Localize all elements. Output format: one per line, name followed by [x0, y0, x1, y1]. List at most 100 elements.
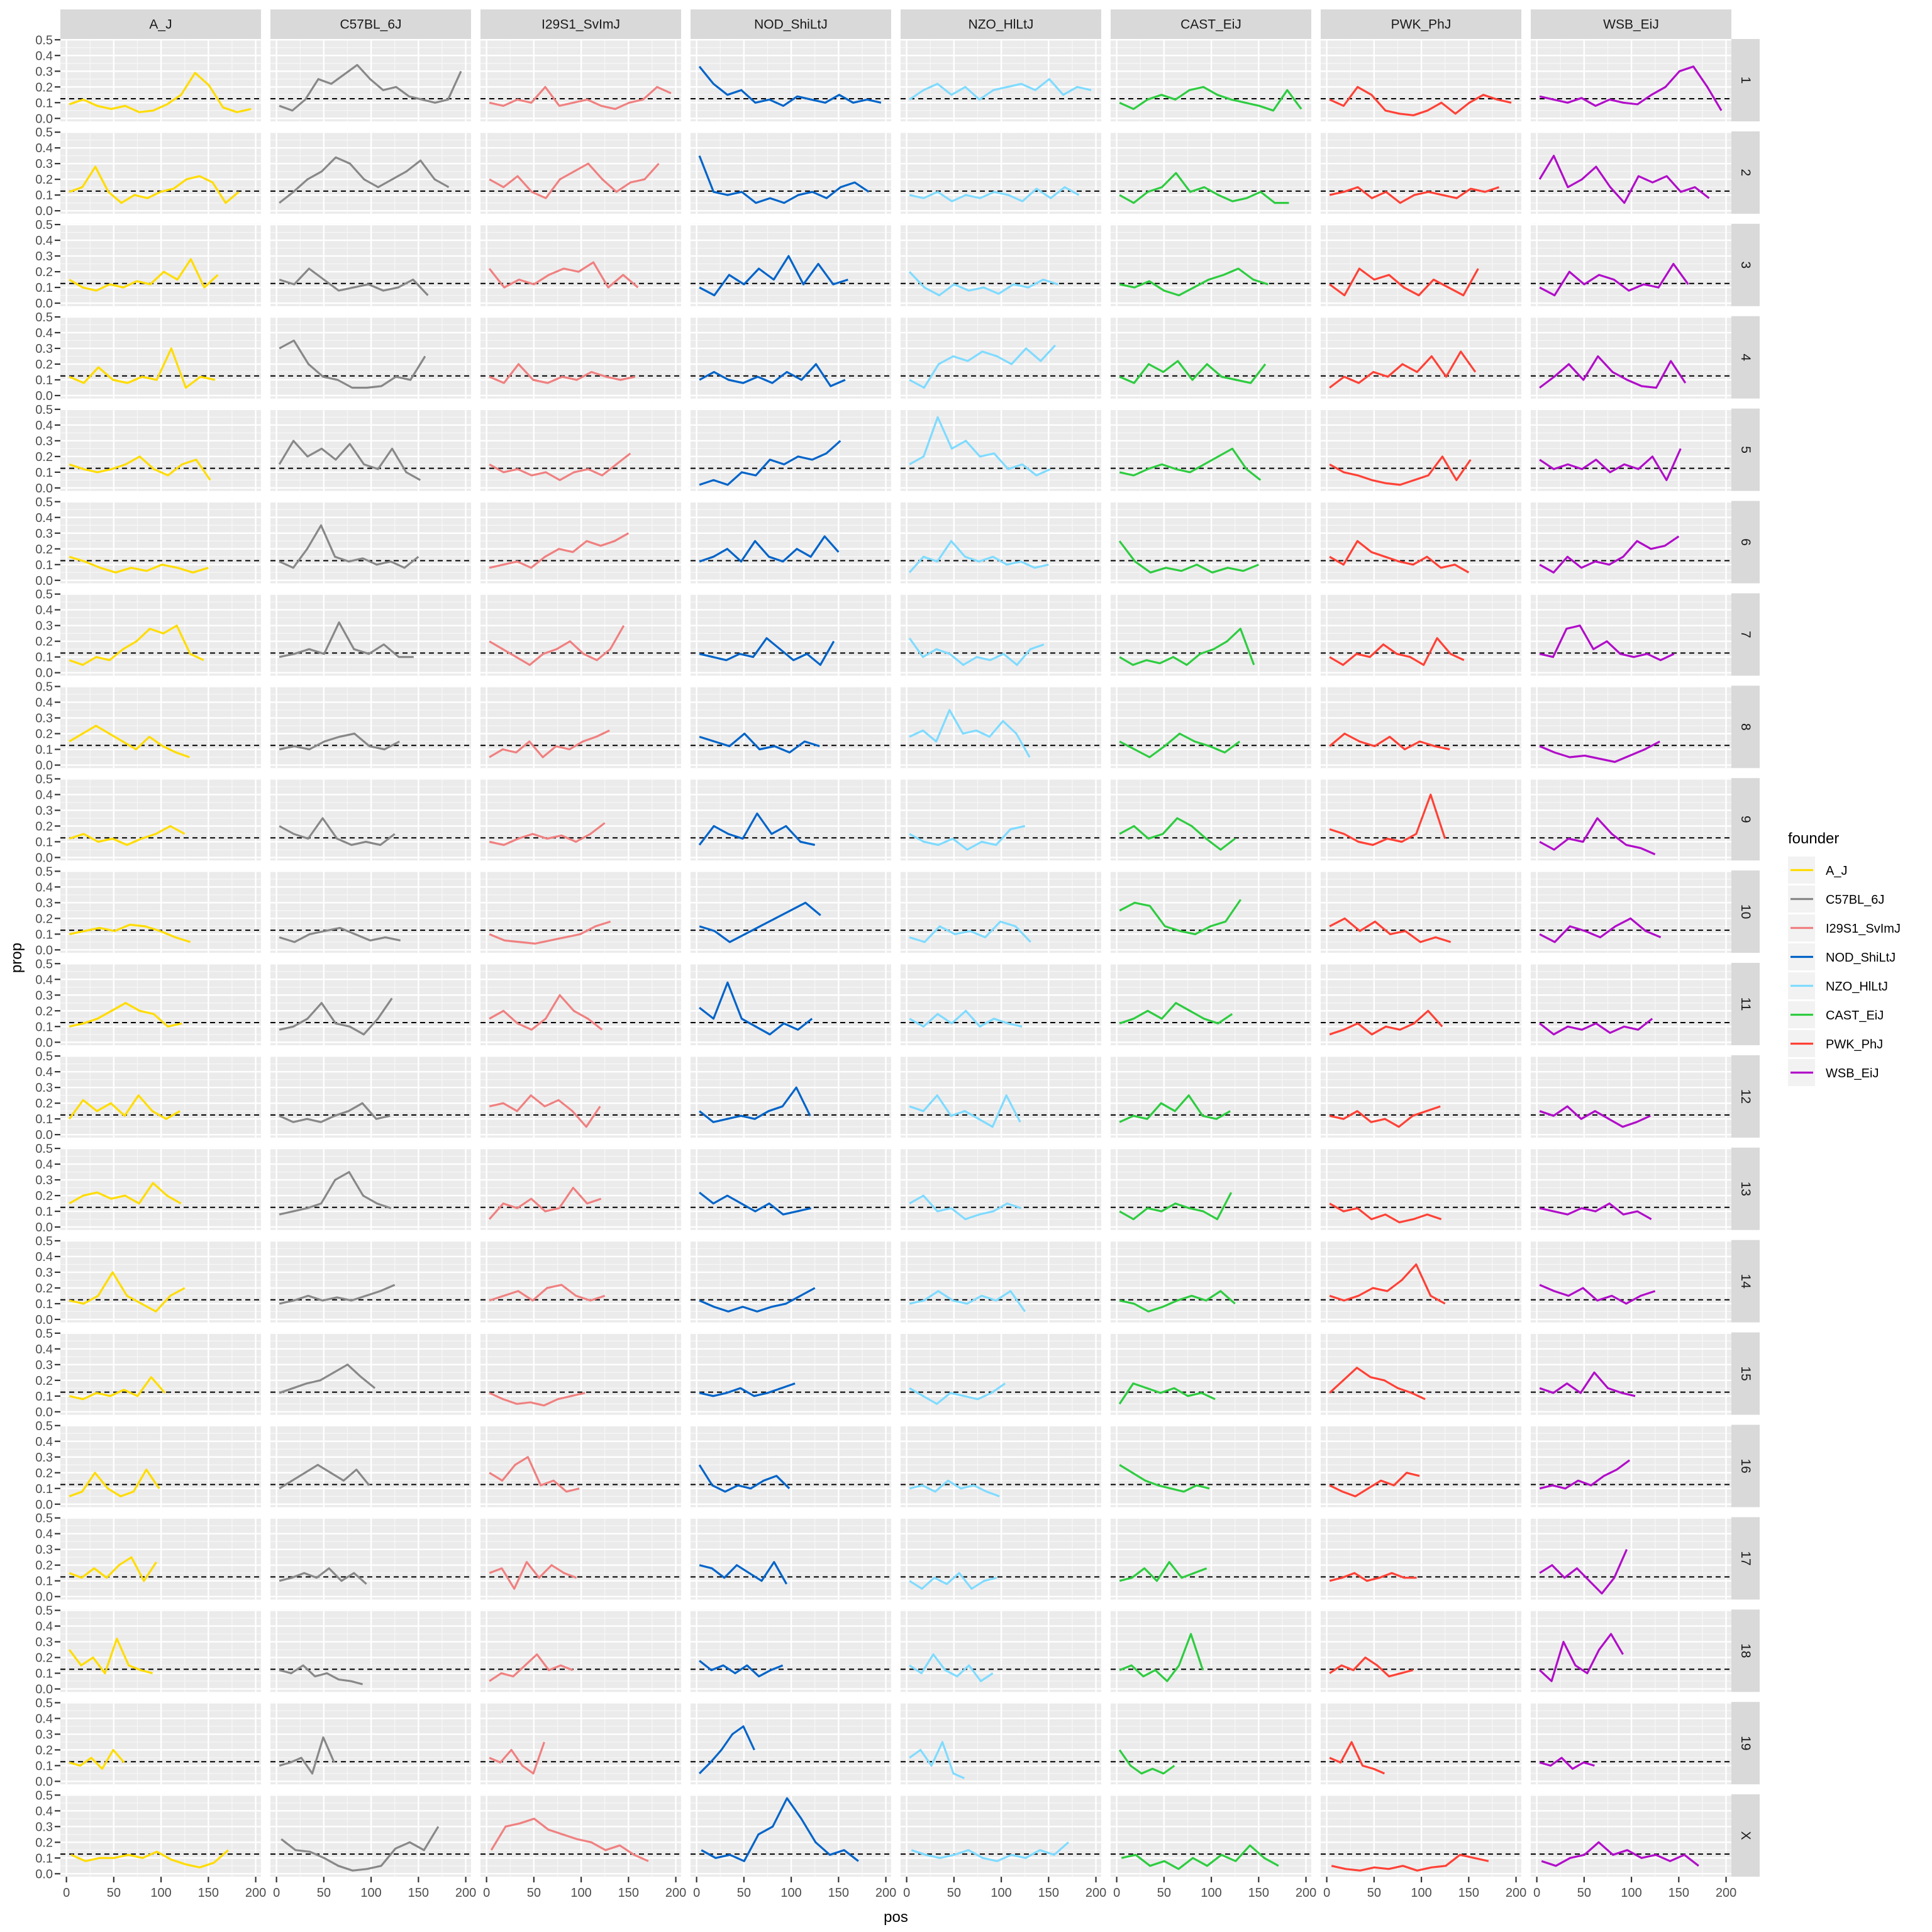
x-tick-label: 50: [947, 1886, 961, 1900]
y-tick-label: 0.0: [35, 482, 53, 496]
x-tick-label: 200: [455, 1886, 476, 1900]
panel-PWK_PhJ-chr-3: [1321, 223, 1521, 306]
x-tick-label: 150: [198, 1886, 219, 1900]
series-line-CAST_EiJ: [1119, 1290, 1236, 1313]
x-tick-label: 100: [150, 1886, 171, 1900]
strip-background: [1731, 1147, 1760, 1230]
y-tick-label: 0.4: [35, 1620, 53, 1634]
strip-background: [1731, 1517, 1760, 1600]
series-line-I29S1_SvImJ: [489, 822, 606, 847]
series-line-CAST_EiJ: [1119, 817, 1236, 851]
y-tick-label: 0.2: [35, 1559, 53, 1573]
panel-NZO_HlLtJ-chr-3: [901, 223, 1101, 306]
strip-C57BL_6J: C57BL_6J: [270, 9, 471, 39]
strip-chr-11: 11: [1731, 963, 1760, 1045]
panel-CAST_EiJ-chr-8: [1111, 686, 1311, 769]
y-tick-label: 0.5: [35, 1327, 53, 1341]
x-tick-label: 0: [1323, 1886, 1330, 1900]
series-line-C57BL_6J: [279, 156, 450, 204]
strip-background: [1731, 223, 1760, 306]
y-axis-chr-14: 0.0 0.10.2 0.3 0.4 0.5: [35, 1235, 60, 1327]
strip-chr-17: 17: [1731, 1517, 1760, 1600]
panel-PWK_PhJ-chr-14: [1321, 1240, 1521, 1323]
strip-label: 6: [1738, 538, 1753, 546]
panel-PWK_PhJ-chr-8: [1321, 686, 1521, 769]
x-tick-label: 100: [780, 1886, 801, 1900]
strip-chr-19: 19: [1731, 1702, 1760, 1785]
y-tick-label: 0.3: [35, 157, 53, 171]
panel-A_J-chr-8: [60, 686, 261, 769]
y-tick-label: 0.4: [35, 142, 53, 155]
series-line-NOD_ShiLtJ: [699, 1191, 812, 1216]
y-tick-label: 0.3: [35, 527, 53, 541]
y-tick-label: 0.4: [35, 1343, 53, 1357]
y-tick-label: 0.0: [35, 667, 53, 680]
panel-A_J-chr-19: [60, 1702, 261, 1785]
y-axis-chr-4: 0.0 0.1 0.2 0.3 0.40.5: [35, 311, 60, 403]
series-line-PWK_PhJ: [1329, 732, 1450, 751]
y-tick-label: 0.4: [35, 49, 53, 63]
series-line-WSB_EiJ: [1539, 1202, 1652, 1220]
series-line-C57BL_6J: [279, 1170, 392, 1216]
y-tick-label: 0.5: [35, 772, 53, 786]
y-tick-label: 0.4: [35, 511, 53, 525]
panel-I29S1_SvImJ-chr-12: [480, 1055, 681, 1138]
series-line-NZO_HlLtJ: [909, 186, 1080, 203]
panel-WSB_EiJ-chr-19: [1531, 1702, 1731, 1785]
y-tick-label: 0.0: [35, 1221, 53, 1235]
series-line-PWK_PhJ: [1329, 1009, 1443, 1036]
series-line-I29S1_SvImJ: [489, 1561, 577, 1590]
panel-CAST_EiJ-chr-10: [1111, 870, 1311, 953]
panel-CAST_EiJ-chr-9: [1111, 778, 1311, 861]
x-axis-I29S1_SvImJ: 0 50 100 150 200: [483, 1877, 686, 1900]
panel-WSB_EiJ-chr-2: [1531, 131, 1731, 214]
panel-A_J-chr-11: [60, 963, 261, 1045]
y-axis-chr-17: 0.0 0.1 0.2 0.3 0.4 0.5: [35, 1512, 60, 1604]
series-line-CAST_EiJ: [1118, 1382, 1216, 1405]
x-tick-label: 200: [1085, 1886, 1106, 1900]
panel-A_J-chr-17: [60, 1517, 261, 1600]
panel-WSB_EiJ-chr-16: [1531, 1424, 1731, 1507]
panel-I29S1_SvImJ-chr-16: [480, 1424, 681, 1507]
series-line-A_J: [69, 72, 252, 113]
series-line-I29S1_SvImJ: [489, 625, 625, 666]
panel-WSB_EiJ-chr-1: [1531, 39, 1731, 121]
y-tick-label: 0.5: [35, 1696, 53, 1710]
panel-CAST_EiJ-chr-19: [1111, 1702, 1311, 1785]
panel-CAST_EiJ-chr-18: [1111, 1609, 1311, 1692]
series-line-NZO_HlLtJ: [909, 416, 1051, 477]
panel-I29S1_SvImJ-chr-14: [480, 1240, 681, 1323]
x-tick-label: 100: [991, 1886, 1011, 1900]
y-tick-label: 0.0: [35, 1406, 53, 1419]
y-tick-label: 0.1: [35, 1205, 53, 1219]
series-line-A_J: [69, 1748, 125, 1770]
strip-label: 11: [1738, 997, 1753, 1011]
y-tick-label: 0.2: [35, 1374, 53, 1388]
panel-NOD_ShiLtJ-chr-13: [691, 1147, 891, 1230]
series-line-WSB_EiJ: [1539, 1371, 1636, 1397]
series-line-C57BL_6J: [279, 1284, 396, 1305]
series-line-A_J: [69, 1468, 160, 1497]
panel-C57BL_6J-chr-19: [270, 1702, 471, 1785]
y-tick-label: 0.0: [35, 112, 53, 126]
y-axis-chr-5: 0.0 0.1 0.2 0.3 0.4 0.5: [35, 403, 60, 496]
x-tick-label: 200: [245, 1886, 266, 1900]
panel-C57BL_6J-chr-15: [270, 1332, 471, 1415]
x-tick-label: 200: [1296, 1886, 1316, 1900]
strip-label: 17: [1738, 1551, 1753, 1565]
y-tick-label: 0.4: [35, 419, 53, 433]
y-tick-label: 0.3: [35, 619, 53, 633]
panel-WSB_EiJ-chr-6: [1531, 501, 1731, 584]
panel-WSB_EiJ-chr-X: [1531, 1794, 1731, 1877]
y-tick-label: 0.1: [35, 189, 53, 203]
series-line-NOD_ShiLtJ: [699, 1660, 784, 1678]
y-tick-label: 0.1: [35, 1852, 53, 1865]
y-tick-label: 0.2: [35, 819, 53, 833]
panel-CAST_EiJ-chr-X: [1111, 1794, 1311, 1877]
y-tick-label: 0.2: [35, 728, 53, 741]
series-line-NOD_ShiLtJ: [699, 637, 835, 666]
y-tick-label: 0.0: [35, 759, 53, 773]
panel-PWK_PhJ-chr-5: [1321, 408, 1521, 491]
y-tick-label: 0.1: [35, 558, 53, 572]
panel-NZO_HlLtJ-chr-6: [901, 501, 1101, 584]
